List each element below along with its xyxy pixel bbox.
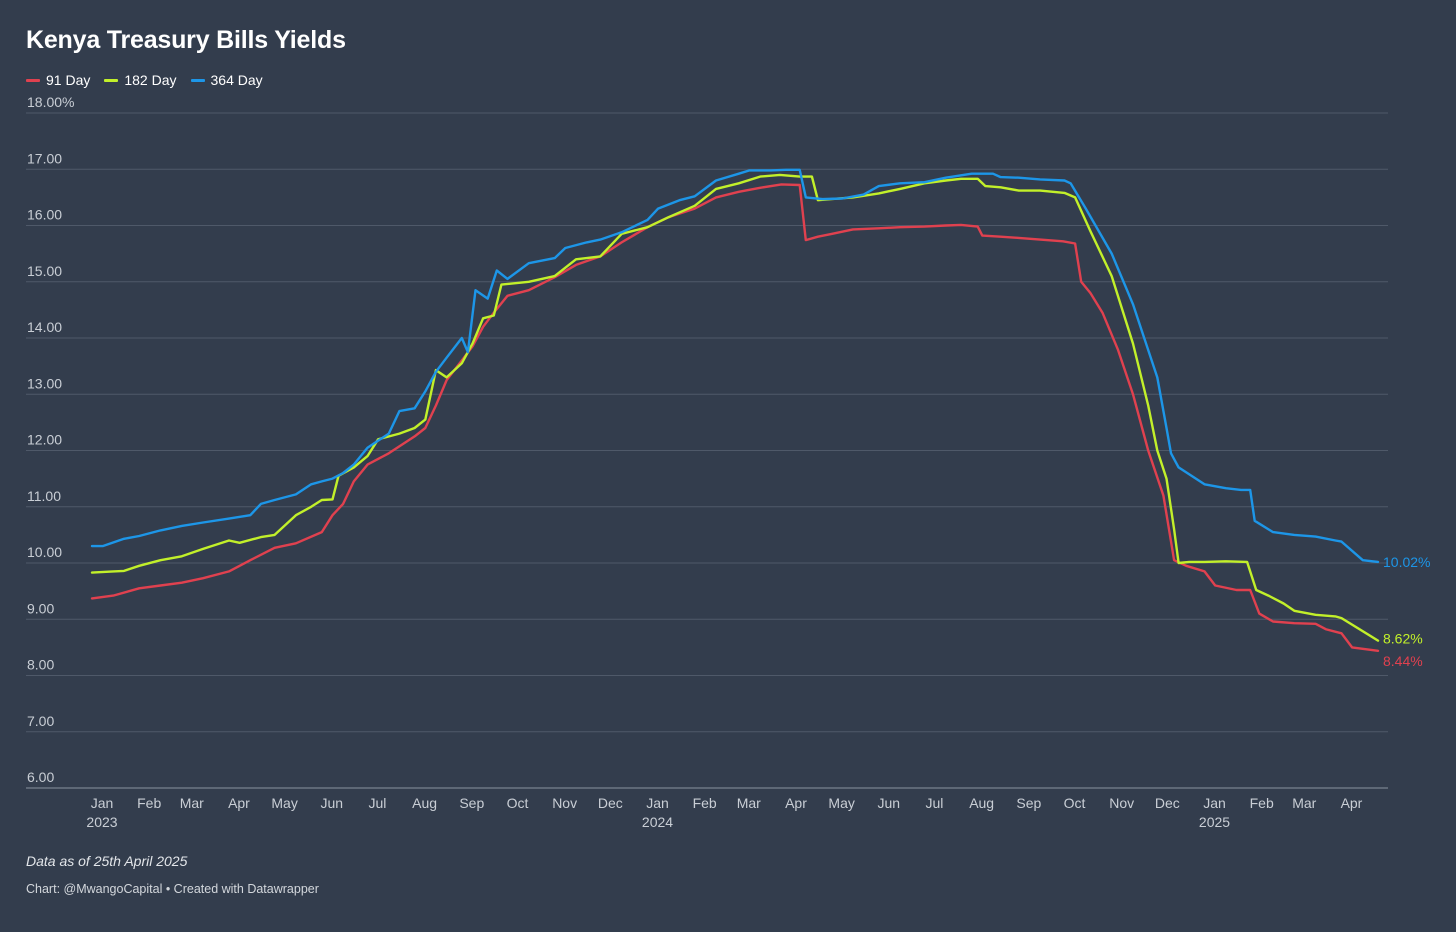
y-tick-label: 13.00 [27, 375, 62, 391]
legend-label-91-day: 91 Day [46, 72, 91, 88]
legend-label-182-day: 182 Day [124, 72, 177, 88]
legend-swatch-364-day [190, 78, 205, 82]
x-tick-year-label: 2023 [86, 814, 117, 830]
x-tick-label: Sep [459, 795, 484, 811]
y-tick-label: 8.00 [27, 657, 54, 673]
x-tick-label: Jan [1203, 795, 1226, 811]
y-tick-label: 7.00 [27, 713, 54, 729]
x-tick-label: Apr [1341, 795, 1363, 811]
y-tick-label: 12.00 [27, 432, 62, 448]
x-tick-label: May [271, 795, 297, 811]
y-tick-label: 9.00 [27, 600, 54, 616]
end-label-91-day: 8.44% [1383, 653, 1423, 669]
y-tick-label: 16.00 [27, 207, 62, 223]
x-tick-year-label: 2025 [1199, 814, 1230, 830]
x-tick-label: May [828, 795, 854, 811]
legend-item-91-day: 91 Day [26, 72, 90, 88]
y-tick-label: 11.00 [27, 488, 61, 504]
y-tick-label: 10.00 [27, 544, 62, 560]
x-tick-label: Feb [693, 795, 717, 811]
legend-swatch-182-day [104, 78, 119, 82]
x-tick-label: Sep [1016, 795, 1041, 811]
x-tick-label: Aug [969, 795, 994, 811]
y-tick-label: 18.00% [27, 94, 74, 110]
x-tick-label: Oct [1064, 795, 1086, 811]
legend-label-364-day: 364 Day [210, 72, 263, 88]
x-tick-year-label: 2024 [642, 814, 673, 830]
data-note: Data as of 25th April 2025 [26, 853, 188, 869]
end-label-182-day: 8.62% [1383, 631, 1423, 647]
legend-swatch-91-day [26, 78, 40, 82]
x-tick-label: Jul [926, 795, 944, 811]
x-tick-label: Apr [228, 795, 250, 811]
x-tick-label: Jan [646, 795, 669, 811]
series-line-182-day [90, 173, 1380, 642]
x-tick-label: Nov [552, 795, 577, 811]
legend: 91 Day 182 Day 364 Day [26, 72, 263, 88]
x-tick-label: Nov [1109, 795, 1134, 811]
series-line-364-day [90, 168, 1380, 564]
legend-item-364-day: 364 Day [190, 72, 263, 88]
y-tick-label: 17.00 [27, 150, 62, 166]
x-tick-label: Jul [369, 795, 387, 811]
x-tick-label: Feb [137, 795, 161, 811]
x-tick-label: Apr [785, 795, 807, 811]
x-tick-label: Mar [1292, 795, 1316, 811]
legend-item-182-day: 182 Day [104, 72, 177, 88]
y-tick-label: 14.00 [27, 319, 62, 335]
series-line-91-day [90, 183, 1380, 652]
x-tick-label: Dec [1155, 795, 1180, 811]
x-tick-label: Jun [321, 795, 344, 811]
y-tick-label: 6.00 [27, 769, 54, 785]
x-tick-label: Mar [737, 795, 761, 811]
x-tick-label: Mar [180, 795, 204, 811]
x-tick-label: Feb [1250, 795, 1274, 811]
x-tick-label: Aug [412, 795, 437, 811]
x-tick-label: Oct [507, 795, 529, 811]
x-tick-label: Jun [878, 795, 901, 811]
chart-title: Kenya Treasury Bills Yields [26, 26, 346, 54]
x-tick-label: Jan [91, 795, 114, 811]
x-tick-label: Dec [598, 795, 623, 811]
y-tick-label: 15.00 [27, 263, 62, 279]
end-label-364-day: 10.02% [1383, 554, 1430, 570]
chart-credit: Chart: @MwangoCapital • Created with Dat… [26, 882, 319, 896]
